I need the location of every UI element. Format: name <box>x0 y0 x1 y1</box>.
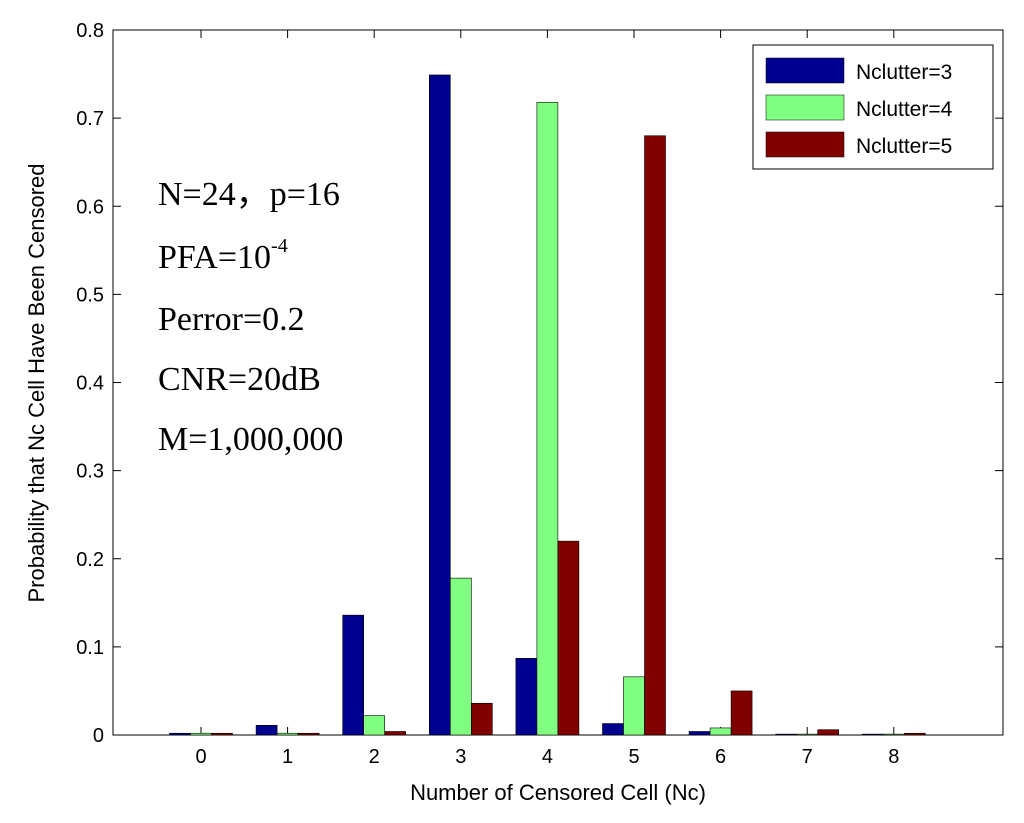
bar-series-2-cat-7 <box>817 729 840 736</box>
bar-series-2-cat-5 <box>644 135 666 736</box>
y-tick-label: 0.7 <box>76 108 104 130</box>
y-tick-label: 0.2 <box>76 549 104 571</box>
x-tick-label: 8 <box>888 746 899 768</box>
x-tick-label: 5 <box>628 746 639 768</box>
bar-series-0-cat-4 <box>515 658 538 736</box>
bar-series-2-cat-3 <box>470 702 493 736</box>
legend-swatch-nclutter-3 <box>765 57 845 84</box>
annotation-pfa-exponent: -4 <box>271 235 288 257</box>
annotation-pfa-base: PFA=10 <box>158 239 271 276</box>
annotation-m: M=1,000,000 <box>158 421 343 458</box>
bar-series-0-cat-8 <box>861 733 884 736</box>
bar-series-1-cat-5 <box>623 676 645 736</box>
y-tick-label: 0 <box>93 725 104 747</box>
annotation-perror: Perror=0.2 <box>158 301 305 338</box>
bar-series-1-cat-7 <box>796 733 819 736</box>
bar-series-0-cat-6 <box>688 731 711 736</box>
bar-series-0-cat-7 <box>775 733 798 736</box>
bar-series-2-cat-2 <box>384 731 407 736</box>
bar-series-2-cat-8 <box>903 732 926 736</box>
bar-series-0-cat-5 <box>602 723 624 736</box>
annotation-block: N=24，p=16 PFA=10-4 Perror=0.2 CNR=20dB M… <box>158 176 343 458</box>
legend-swatch-nclutter-5 <box>765 131 845 158</box>
y-tick-label: 0.4 <box>76 373 104 395</box>
bar-series-2-cat-6 <box>730 690 753 736</box>
x-tick-label: 3 <box>455 746 466 768</box>
bar-series <box>169 74 926 736</box>
bar-series-0-cat-2 <box>342 614 365 736</box>
x-tick-label: 4 <box>542 746 553 768</box>
bar-series-1-cat-8 <box>882 733 905 736</box>
bar-series-2-cat-1 <box>297 732 320 736</box>
x-tick-label: 7 <box>802 746 813 768</box>
y-tick-label: 0.8 <box>76 20 104 42</box>
x-tick-label: 0 <box>195 746 206 768</box>
x-tick-label: 1 <box>282 746 293 768</box>
y-tick-label: 0.3 <box>76 461 104 483</box>
bar-series-1-cat-0 <box>190 732 212 736</box>
y-tick-label: 0.5 <box>76 284 104 306</box>
bar-series-1-cat-6 <box>709 727 732 736</box>
x-tick-label: 6 <box>715 746 726 768</box>
bar-series-1-cat-2 <box>363 715 386 736</box>
y-axis-label: Probability that Nc Cell Have Been Censo… <box>24 163 49 602</box>
annotation-pfa: PFA=10-4 <box>158 235 288 276</box>
y-tick-label: 0.6 <box>76 196 104 218</box>
bar-series-0-cat-3 <box>428 74 451 736</box>
x-axis-label: Number of Censored Cell (Nc) <box>410 780 706 805</box>
y-tick-labels: 0 0.1 0.2 0.3 0.4 0.5 0.6 0.7 0.8 <box>76 20 104 747</box>
y-tick-label: 0.1 <box>76 637 104 659</box>
bar-series-1-cat-3 <box>449 577 472 736</box>
legend-label-nclutter-3: Nclutter=3 <box>856 61 952 84</box>
bar-series-0-cat-0 <box>169 732 191 736</box>
bar-series-2-cat-0 <box>211 732 233 736</box>
bar-series-2-cat-4 <box>557 540 580 736</box>
bar-series-1-cat-1 <box>276 732 299 736</box>
bar-series-1-cat-4 <box>536 101 559 736</box>
annotation-n-p: N=24，p=16 <box>158 176 340 213</box>
legend-label-nclutter-5: Nclutter=5 <box>856 135 952 158</box>
bar-series-0-cat-1 <box>255 725 278 736</box>
x-tick-label: 2 <box>369 746 380 768</box>
annotation-cnr: CNR=20dB <box>158 361 321 398</box>
x-tick-labels: 0 1 2 3 4 5 6 7 8 <box>195 746 899 768</box>
legend-swatch-nclutter-4 <box>765 94 845 121</box>
legend: Nclutter=3 Nclutter=4 Nclutter=5 <box>752 44 994 170</box>
legend-label-nclutter-4: Nclutter=4 <box>856 98 953 121</box>
